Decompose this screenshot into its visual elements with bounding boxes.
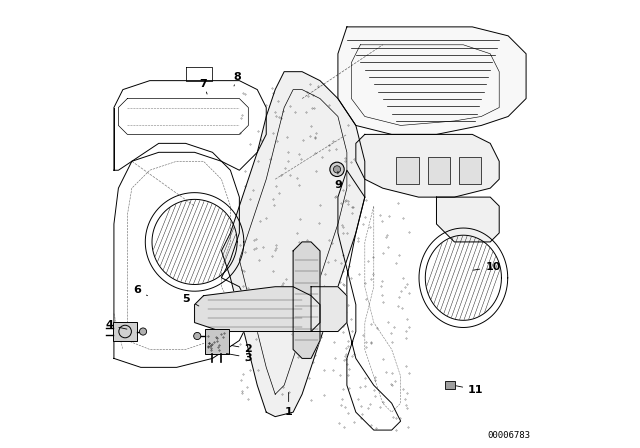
Polygon shape: [436, 197, 499, 242]
Text: 00006783: 00006783: [488, 431, 531, 440]
Circle shape: [330, 162, 344, 177]
Polygon shape: [311, 287, 347, 332]
Circle shape: [140, 328, 147, 335]
Bar: [113, 322, 137, 341]
Text: 8: 8: [234, 72, 241, 86]
Text: 11: 11: [456, 385, 484, 395]
Text: 5: 5: [182, 294, 199, 306]
Text: 4: 4: [106, 320, 127, 330]
Bar: [396, 157, 419, 184]
Text: 1: 1: [285, 392, 292, 417]
Text: 9: 9: [334, 171, 342, 190]
Text: 2: 2: [231, 344, 252, 353]
Polygon shape: [221, 72, 365, 417]
Polygon shape: [293, 242, 320, 358]
Bar: [428, 157, 450, 184]
Bar: [459, 157, 481, 184]
Circle shape: [333, 166, 340, 173]
Text: 7: 7: [200, 79, 207, 94]
Text: 10: 10: [473, 262, 500, 272]
Polygon shape: [338, 27, 526, 134]
Bar: [445, 381, 455, 389]
Polygon shape: [195, 287, 320, 332]
Text: 6: 6: [133, 285, 147, 296]
Bar: [205, 329, 228, 354]
Polygon shape: [356, 134, 499, 197]
Circle shape: [194, 332, 201, 340]
Text: 3: 3: [227, 353, 252, 362]
